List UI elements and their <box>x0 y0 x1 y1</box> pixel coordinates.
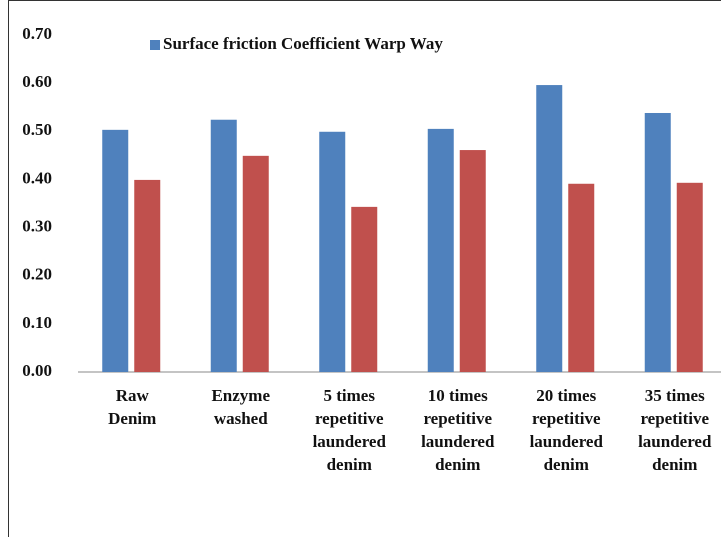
x-tick-label-line: repetitive <box>640 409 709 428</box>
x-tick-label: 35 times repetitive laundered denim <box>638 386 712 474</box>
x-tick-label-line: 5 times <box>324 386 376 405</box>
legend-swatch <box>150 40 160 50</box>
bar <box>459 150 486 372</box>
bar <box>536 85 563 372</box>
x-tick-label: 5 times repetitive laundered denim <box>313 386 387 474</box>
y-tick-label: 0.00 <box>22 361 52 380</box>
bar <box>568 183 595 372</box>
bar <box>210 119 237 372</box>
y-tick-label: 0.40 <box>22 168 52 187</box>
x-tick-label: 20 times repetitive laundered denim <box>530 386 604 474</box>
x-tick-label-line: denim <box>327 455 372 474</box>
x-tick-label: 10 times repetitive laundered denim <box>421 386 495 474</box>
bar <box>351 206 378 372</box>
x-tick-label: Raw Denim <box>108 386 156 428</box>
x-tick-label-line: repetitive <box>532 409 601 428</box>
x-tick-label-line: Enzyme <box>211 386 270 405</box>
x-tick-label-line: laundered <box>313 432 387 451</box>
legend-label: Surface friction Coefficient Warp Way <box>163 34 443 53</box>
x-tick-label-line: repetitive <box>423 409 492 428</box>
x-tick-label-line: denim <box>652 455 697 474</box>
bar <box>676 182 703 372</box>
x-tick-label-line: laundered <box>530 432 604 451</box>
x-tick-label-line: denim <box>544 455 589 474</box>
bar <box>644 112 671 373</box>
bar <box>102 129 129 372</box>
x-tick-label: Enzyme washed <box>211 386 270 428</box>
y-tick-label: 0.60 <box>22 72 52 91</box>
chart-border <box>8 0 721 537</box>
x-tick-label-line: 10 times <box>428 386 488 405</box>
y-tick-label: 0.50 <box>22 120 52 139</box>
x-tick-label-line: washed <box>214 409 268 428</box>
bar <box>134 179 161 372</box>
x-tick-label-line: Raw <box>116 386 150 405</box>
y-tick-label: 0.20 <box>22 265 52 284</box>
bar <box>427 128 454 372</box>
x-tick-label-line: laundered <box>421 432 495 451</box>
y-tick-label: 0.10 <box>22 313 52 332</box>
y-tick-label: 0.70 <box>22 24 52 43</box>
legend: Surface friction Coefficient Warp Way <box>163 34 443 53</box>
y-tick-label: 0.30 <box>22 216 52 235</box>
x-tick-label-line: repetitive <box>315 409 384 428</box>
x-tick-label-line: 35 times <box>645 386 705 405</box>
bar <box>319 131 346 372</box>
x-tick-label-line: 20 times <box>536 386 596 405</box>
x-tick-label-line: denim <box>435 455 480 474</box>
bar <box>242 155 269 372</box>
x-tick-label-line: laundered <box>638 432 712 451</box>
x-tick-label-line: Denim <box>108 409 156 428</box>
